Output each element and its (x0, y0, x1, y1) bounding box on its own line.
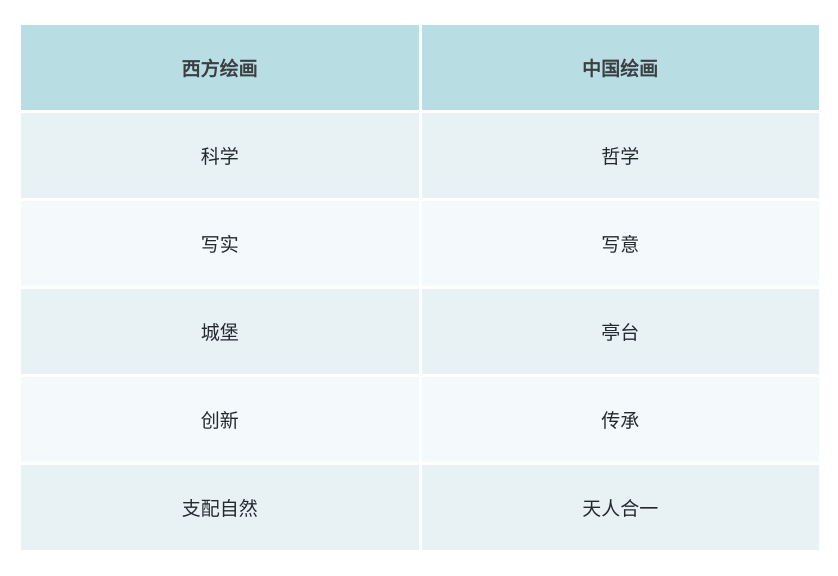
cell-west-innovation: 创新 (21, 377, 419, 462)
cell-china-unity-heaven-man: 天人合一 (421, 465, 819, 550)
comparison-table: 西方绘画 中国绘画 科学 哲学 写实 写意 城堡 亭台 创新 传承 支配自然 (18, 22, 822, 553)
table-row: 科学 哲学 (21, 113, 819, 198)
cell-west-science: 科学 (21, 113, 419, 198)
table-row: 写实 写意 (21, 201, 819, 286)
table-row: 支配自然 天人合一 (21, 465, 819, 550)
column-header-chinese-painting: 中国绘画 (421, 25, 819, 110)
cell-west-realism: 写实 (21, 201, 419, 286)
table-header: 西方绘画 中国绘画 (21, 25, 819, 110)
header-row: 西方绘画 中国绘画 (21, 25, 819, 110)
table-body: 科学 哲学 写实 写意 城堡 亭台 创新 传承 支配自然 天人合一 (21, 113, 819, 550)
cell-china-philosophy: 哲学 (421, 113, 819, 198)
table-row: 创新 传承 (21, 377, 819, 462)
cell-china-heritage: 传承 (421, 377, 819, 462)
cell-west-castle: 城堡 (21, 289, 419, 374)
cell-china-pavilion: 亭台 (421, 289, 819, 374)
column-header-western-painting: 西方绘画 (21, 25, 419, 110)
cell-china-freehand: 写意 (421, 201, 819, 286)
cell-west-dominate-nature: 支配自然 (21, 465, 419, 550)
table-row: 城堡 亭台 (21, 289, 819, 374)
